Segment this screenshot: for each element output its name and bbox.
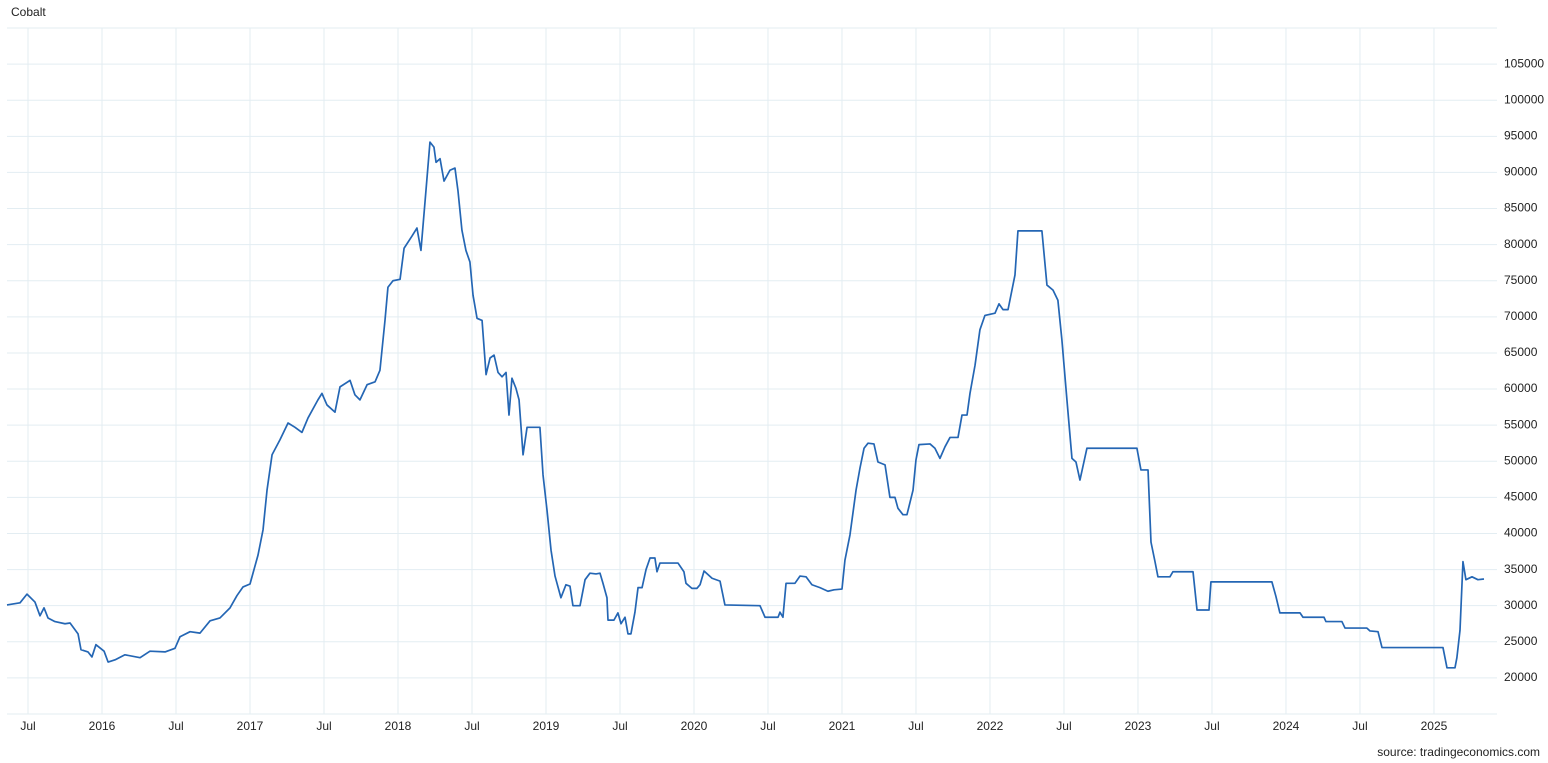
x-tick-label: Jul [1056,719,1071,733]
x-tick-label: Jul [612,719,627,733]
y-tick-label: 100000 [1504,92,1544,106]
x-tick-label: Jul [464,719,479,733]
x-tick-label: 2024 [1273,719,1300,733]
x-tick-label: Jul [1204,719,1219,733]
x-tick-label: Jul [1352,719,1367,733]
y-tick-label: 90000 [1504,165,1538,179]
x-tick-label: 2021 [829,719,856,733]
x-tick-label: 2016 [89,719,116,733]
y-tick-label: 45000 [1504,490,1538,504]
x-tick-label: Jul [20,719,35,733]
x-tick-label: 2025 [1421,719,1448,733]
x-tick-label: Jul [168,719,183,733]
y-tick-label: 55000 [1504,417,1538,431]
x-tick-label: 2019 [533,719,560,733]
y-tick-label: 50000 [1504,453,1538,467]
x-tick-label: Jul [760,719,775,733]
y-tick-label: 105000 [1504,56,1544,70]
price-line [6,141,1485,669]
x-tick-label: 2023 [1125,719,1152,733]
y-tick-label: 75000 [1504,273,1538,287]
y-tick-label: 65000 [1504,345,1538,359]
x-tick-label: 2017 [237,719,264,733]
x-tick-label: Jul [316,719,331,733]
source: source: tradingeconomics.com [1377,745,1540,759]
y-tick-label: 35000 [1504,562,1538,576]
y-tick-label: 80000 [1504,237,1538,251]
y-tick-label: 60000 [1504,381,1538,395]
y-tick-label: 40000 [1504,526,1538,540]
x-tick-label: 2018 [385,719,412,733]
y-tick-label: 95000 [1504,128,1538,142]
chart-title: Cobalt [11,5,46,19]
y-tick-label: 20000 [1504,670,1538,684]
y-tick-label: 30000 [1504,598,1538,612]
x-tick-label: 2022 [977,719,1004,733]
y-tick-label: 25000 [1504,634,1538,648]
y-tick-label: 85000 [1504,201,1538,215]
x-tick-label: 2020 [681,719,708,733]
y-tick-label: 70000 [1504,309,1538,323]
x-tick-label: Jul [908,719,923,733]
